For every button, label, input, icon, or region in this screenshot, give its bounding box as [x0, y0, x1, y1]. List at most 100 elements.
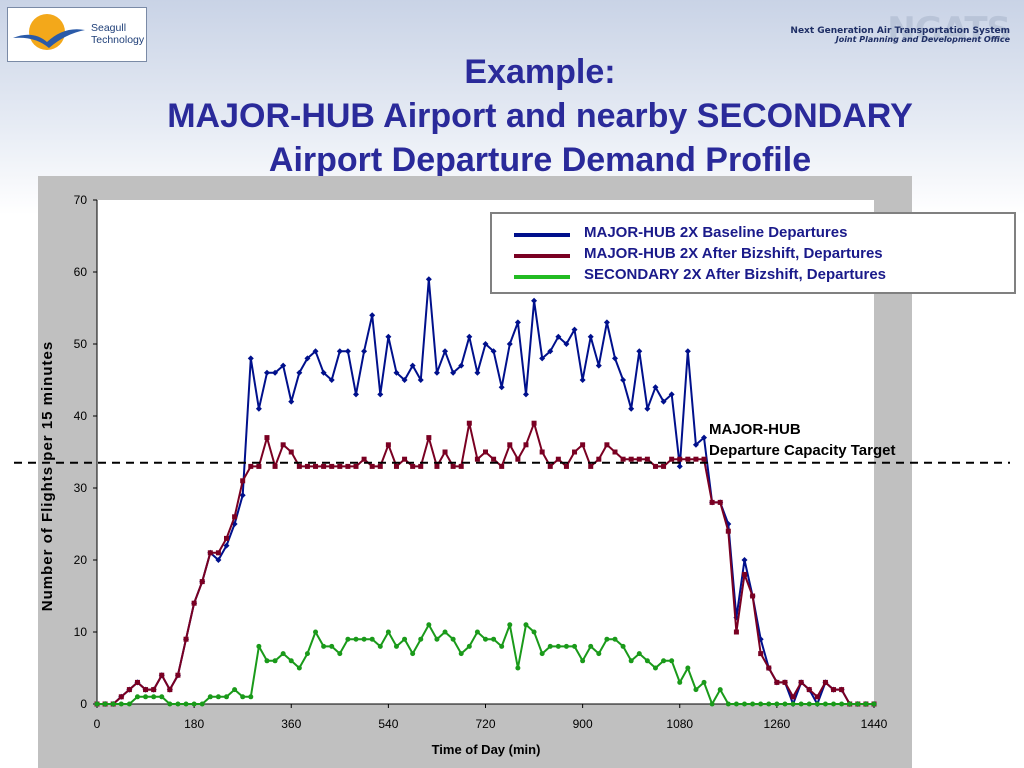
- data-point-after-bizshift: [483, 449, 488, 455]
- data-point-after-bizshift: [555, 456, 561, 462]
- data-point-secondary: [240, 694, 246, 700]
- data-point-after-bizshift: [450, 463, 456, 469]
- data-point-secondary: [272, 658, 278, 664]
- data-point-after-bizshift: [839, 687, 845, 693]
- data-point-secondary: [207, 694, 213, 700]
- data-point-baseline: [296, 369, 303, 376]
- data-point-after-bizshift: [733, 629, 739, 635]
- data-point-after-bizshift: [288, 449, 294, 455]
- data-point-baseline: [539, 355, 546, 362]
- data-point-after-bizshift: [572, 449, 578, 455]
- data-point-secondary: [831, 701, 837, 707]
- data-point-after-bizshift: [345, 463, 351, 469]
- legend-swatch-baseline: [514, 233, 570, 237]
- data-point-secondary: [742, 701, 747, 707]
- data-point-secondary: [806, 701, 812, 707]
- data-point-secondary: [839, 701, 845, 707]
- legend-swatch-secondary: [514, 275, 570, 279]
- data-point-baseline: [644, 405, 651, 412]
- data-point-after-bizshift: [393, 463, 399, 469]
- data-point-secondary: [377, 643, 383, 649]
- data-point-secondary: [572, 643, 578, 649]
- data-point-secondary: [458, 651, 464, 657]
- data-point-after-bizshift: [191, 600, 197, 606]
- data-point-after-bizshift: [248, 463, 254, 469]
- y-tick-label: 70: [74, 193, 88, 207]
- data-point-baseline: [433, 369, 440, 376]
- data-point-secondary: [118, 701, 124, 707]
- data-point-baseline: [215, 557, 222, 563]
- data-point-baseline: [692, 441, 699, 448]
- data-point-secondary: [256, 643, 262, 649]
- data-point-baseline: [353, 391, 359, 398]
- y-tick-label: 60: [74, 265, 88, 279]
- data-point-after-bizshift: [353, 463, 359, 469]
- data-point-after-bizshift: [256, 463, 262, 469]
- data-point-after-bizshift: [207, 550, 213, 556]
- data-point-baseline: [660, 398, 667, 405]
- data-point-after-bizshift: [814, 694, 820, 700]
- data-point-secondary: [523, 622, 529, 628]
- data-point-after-bizshift: [151, 687, 157, 693]
- data-point-baseline: [247, 355, 254, 362]
- data-point-baseline: [628, 405, 635, 412]
- data-point-secondary: [199, 701, 205, 707]
- data-point-secondary: [466, 643, 472, 649]
- data-point-after-bizshift: [385, 442, 391, 448]
- data-point-secondary: [183, 701, 189, 707]
- y-tick-label: 40: [74, 409, 88, 423]
- series-layer: [94, 276, 877, 707]
- data-point-after-bizshift: [466, 420, 472, 426]
- data-point-baseline: [595, 362, 602, 369]
- data-point-after-bizshift: [709, 499, 715, 505]
- data-point-secondary: [143, 694, 149, 700]
- data-point-after-bizshift: [442, 449, 448, 455]
- data-point-secondary: [555, 643, 561, 649]
- data-point-after-bizshift: [377, 463, 383, 469]
- data-point-baseline: [409, 362, 416, 369]
- data-point-after-bizshift: [661, 463, 667, 469]
- data-point-secondary: [232, 687, 238, 693]
- data-point-after-bizshift: [596, 456, 602, 462]
- data-point-secondary: [345, 636, 351, 642]
- legend-label-baseline: MAJOR-HUB 2X Baseline Departures: [584, 224, 848, 241]
- legend-swatch-after-bizshift: [514, 254, 570, 258]
- data-point-secondary: [733, 701, 739, 707]
- x-tick-label: 0: [94, 717, 101, 731]
- data-point-after-bizshift: [531, 420, 537, 426]
- data-point-baseline: [676, 463, 683, 470]
- data-point-secondary: [750, 701, 756, 707]
- capacity-target-label: MAJOR-HUB Departure Capacity Target: [709, 419, 895, 461]
- data-point-baseline: [571, 326, 578, 333]
- data-point-secondary: [758, 701, 764, 707]
- data-point-secondary: [369, 636, 375, 642]
- data-point-after-bizshift: [523, 442, 529, 448]
- data-point-after-bizshift: [636, 456, 642, 462]
- data-point-after-bizshift: [547, 463, 553, 469]
- data-point-secondary: [547, 643, 553, 649]
- data-point-baseline: [474, 369, 481, 376]
- data-point-baseline: [239, 492, 246, 499]
- data-point-baseline: [312, 348, 319, 355]
- data-point-secondary: [442, 629, 448, 635]
- data-point-after-bizshift: [652, 463, 658, 469]
- data-point-after-bizshift: [774, 679, 780, 685]
- data-point-secondary: [418, 636, 424, 642]
- data-point-baseline: [668, 391, 675, 398]
- data-point-after-bizshift: [831, 687, 837, 693]
- data-point-after-bizshift: [822, 679, 828, 685]
- data-point-baseline: [612, 355, 618, 362]
- data-point-baseline: [587, 333, 594, 340]
- y-tick-label: 0: [80, 697, 87, 711]
- data-point-secondary: [636, 651, 642, 657]
- data-point-after-bizshift: [782, 679, 788, 685]
- data-point-after-bizshift: [612, 449, 618, 455]
- data-point-after-bizshift: [750, 593, 756, 599]
- data-point-after-bizshift: [677, 456, 683, 462]
- data-point-baseline: [482, 341, 489, 347]
- y-tick-label: 20: [74, 553, 88, 567]
- data-point-after-bizshift: [264, 435, 270, 441]
- data-point-baseline: [255, 405, 262, 412]
- data-point-after-bizshift: [474, 456, 480, 462]
- y-tick-label: 50: [74, 337, 88, 351]
